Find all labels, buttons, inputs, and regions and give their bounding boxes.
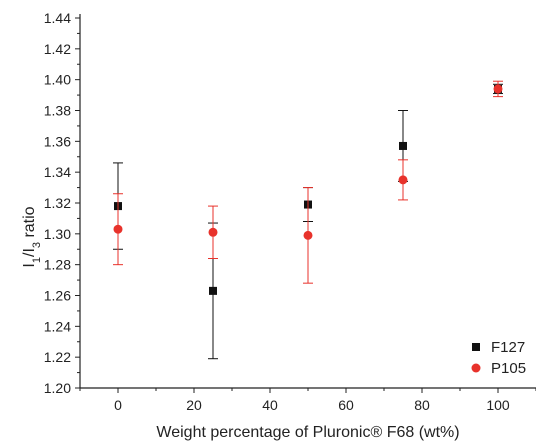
legend-marker-f127 — [472, 343, 480, 351]
x-tick-label: 40 — [262, 397, 278, 413]
data-point — [113, 224, 123, 234]
data-point — [208, 227, 218, 237]
plot-area — [113, 80, 503, 360]
data-point — [209, 286, 217, 295]
x-tick-label: 60 — [338, 397, 354, 413]
y-tick-label: 1.38 — [44, 103, 71, 119]
y-axis-ticks: 1.20 1.22 1.24 1.26 1.28 1.30 1.32 1.34 1.36 1.38… — [44, 10, 80, 396]
y-tick-label: 1.20 — [44, 380, 71, 396]
x-tick-label: 80 — [414, 397, 430, 413]
legend: F127 P105 — [471, 339, 526, 377]
legend-marker-p105 — [471, 363, 481, 373]
y-tick-label: 1.32 — [44, 195, 71, 211]
y-tick-label: 1.36 — [44, 133, 71, 149]
x-tick-label: 100 — [486, 397, 510, 413]
y-tick-label: 1.24 — [44, 318, 71, 334]
series-p105 — [113, 80, 503, 284]
data-point — [398, 175, 408, 185]
data-point — [493, 84, 503, 94]
y-tick-label: 1.26 — [44, 288, 71, 304]
x-tick-label: 20 — [186, 397, 202, 413]
y-axis-title: I1/I3 ratio — [21, 206, 43, 267]
y-tick-label: 1.40 — [44, 72, 71, 88]
y-tick-label: 1.44 — [44, 10, 71, 26]
y-tick-label: 1.42 — [44, 41, 71, 57]
x-tick-label: 0 — [114, 397, 122, 413]
legend-label-f127: F127 — [491, 339, 525, 356]
legend-label-p105: P105 — [491, 360, 526, 377]
y-tick-label: 1.28 — [44, 257, 71, 273]
y-tick-label: 1.30 — [44, 226, 71, 242]
x-axis-ticks: 0 20 40 60 80 100 — [79, 388, 536, 413]
data-point — [303, 230, 313, 240]
y-tick-label: 1.22 — [44, 349, 71, 365]
x-axis-title: Weight percentage of Pluronic® F68 (wt%) — [156, 424, 459, 441]
y-tick-label: 1.34 — [44, 164, 71, 180]
data-point — [399, 141, 407, 150]
